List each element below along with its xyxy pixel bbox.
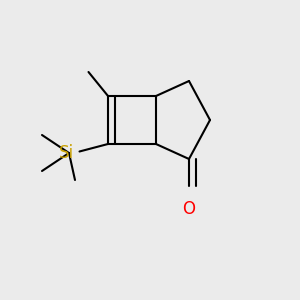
Text: O: O: [182, 200, 196, 217]
Text: Si: Si: [58, 144, 74, 162]
